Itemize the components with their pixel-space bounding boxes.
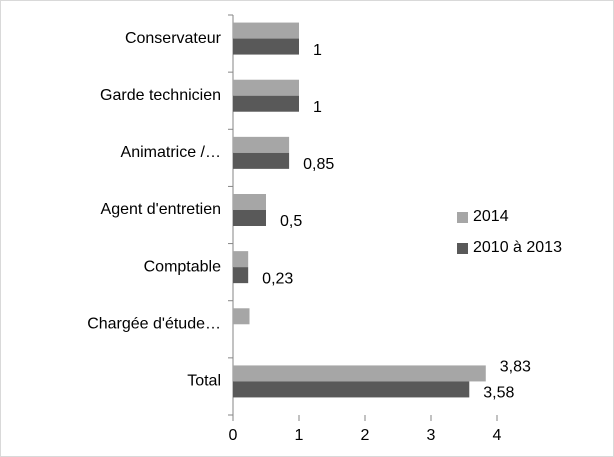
legend-label: 2010 à 2013	[473, 239, 562, 256]
bar	[233, 267, 249, 284]
bar	[233, 152, 290, 169]
bar	[233, 365, 486, 382]
x-tick-label: 3	[427, 427, 436, 444]
bar	[233, 194, 266, 210]
data-label: 1	[313, 42, 322, 59]
bar	[233, 38, 299, 55]
x-tick-label: 1	[295, 427, 304, 444]
bar	[233, 251, 249, 268]
y-tick-label: Chargée d'étude…	[87, 316, 221, 333]
y-tick-label: Conservateur	[125, 30, 222, 47]
data-label: 0,5	[280, 213, 302, 230]
x-tick-label: 2	[361, 427, 370, 444]
data-label: 0,23	[262, 270, 293, 287]
bar	[233, 308, 250, 325]
data-label: 1	[313, 99, 322, 116]
x-tick-label: 4	[493, 427, 502, 444]
bar	[233, 22, 299, 39]
y-tick-label: Animatrice /…	[121, 144, 221, 161]
y-tick-label: Agent d'entretien	[101, 201, 221, 218]
bar	[233, 79, 299, 96]
bar	[233, 136, 290, 153]
x-tick-label: 0	[229, 427, 238, 444]
legend-label: 2014	[473, 208, 509, 225]
legend-swatch	[457, 212, 468, 223]
bar	[233, 210, 266, 226]
y-tick-label: Total	[187, 373, 221, 390]
legend-swatch	[457, 243, 468, 254]
y-tick-label: Comptable	[144, 258, 221, 275]
data-label: 3,83	[500, 359, 531, 376]
y-tick-label: Garde technicien	[100, 87, 221, 104]
bar	[233, 381, 470, 398]
data-label: 3,58	[483, 385, 514, 402]
bar	[233, 95, 299, 112]
data-label: 0,85	[303, 156, 334, 173]
